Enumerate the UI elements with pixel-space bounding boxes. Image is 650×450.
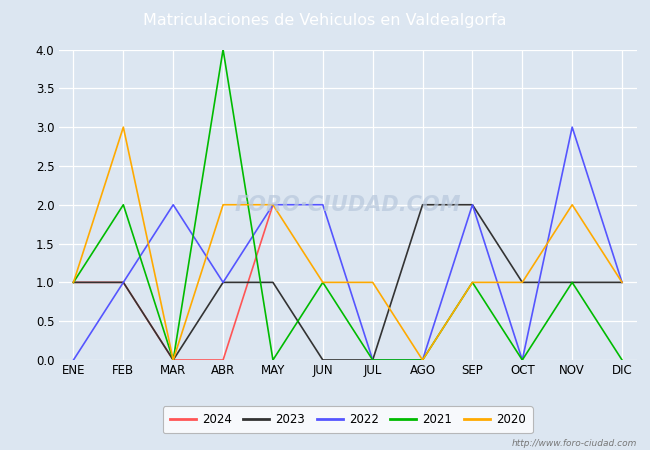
Text: http://www.foro-ciudad.com: http://www.foro-ciudad.com	[512, 439, 637, 448]
Legend: 2024, 2023, 2022, 2021, 2020: 2024, 2023, 2022, 2021, 2020	[162, 406, 533, 433]
Text: FORO·CIUDAD.COM: FORO·CIUDAD.COM	[235, 195, 461, 215]
Text: Matriculaciones de Vehiculos en Valdealgorfa: Matriculaciones de Vehiculos en Valdealg…	[143, 13, 507, 28]
